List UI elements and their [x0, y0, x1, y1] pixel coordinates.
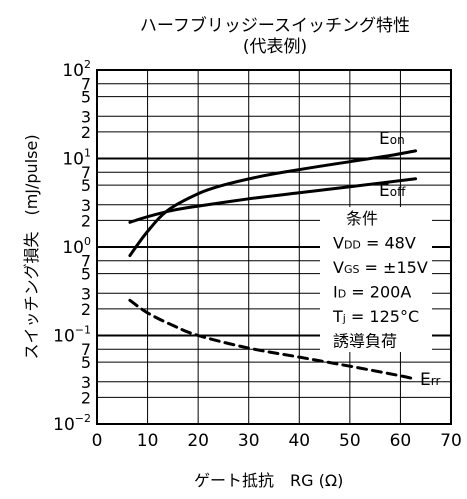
x-axis-label-symbol: RG (Ω): [290, 471, 343, 490]
y-tick-label-decade: 10−1: [53, 324, 91, 347]
y-tick-label-decade: 100: [62, 235, 91, 258]
y-tick-label-decade: 10−2: [53, 412, 91, 435]
y-tick-label-minor: 7: [81, 252, 91, 271]
series-label-eoff: Eoff: [379, 181, 406, 201]
series-line-eoff: [128, 177, 418, 224]
conditions-title: 条件: [346, 209, 378, 228]
conditions-box: 条件 VDD = 48V VGS = ±15V ID = 200A Tj = 125°C…: [320, 207, 432, 352]
y-tick-label-minor: 2: [81, 211, 91, 230]
labels-group: Eon Eoff Err: [379, 129, 440, 390]
condition-3: Tj = 125°C: [332, 307, 419, 326]
y-tick-label-minor: 3: [81, 107, 91, 126]
conditions-background: [320, 207, 432, 352]
chart-title: ハーフブリッジースイッチング特性: [140, 15, 410, 36]
condition-4: 誘導負荷: [333, 332, 397, 351]
y-tick-label-minor: 7: [81, 75, 91, 94]
x-tick-label-10: 10: [137, 431, 159, 451]
y-tick-label-decade: 101: [62, 147, 91, 170]
y-tick-label-minor: 3: [81, 196, 91, 215]
y-tick-label-minor: 7: [81, 340, 91, 359]
y-tick-label-minor: 5: [81, 88, 91, 107]
y-tick-label-minor: 2: [81, 123, 91, 142]
x-tick-label-60: 60: [390, 431, 412, 451]
y-tick-label-minor: 3: [81, 373, 91, 392]
x-tick-label-50: 50: [339, 431, 361, 451]
condition-0: VDD = 48V: [333, 234, 416, 253]
x-tick-label-70: 70: [440, 431, 462, 451]
x-tick-label-40: 40: [288, 431, 310, 451]
series-line-eon: [128, 149, 418, 258]
y-tick-label-minor: 5: [81, 353, 91, 372]
series-line-err: [128, 298, 418, 381]
series-label-err: Err: [420, 370, 440, 390]
y-tick-label-minor: 7: [81, 163, 91, 182]
y-tick-label-minor: 3: [81, 284, 91, 303]
axes: 0 10 20 30 40 50 60 7010210110010−110−275327532…: [53, 58, 462, 451]
series-label-eon: Eon: [379, 129, 405, 149]
y-axis-label: スイッチング損失 (mJ/pulse): [22, 134, 41, 359]
x-tick-label-20: 20: [187, 431, 209, 451]
x-axis-label-main: ゲート抵抗: [194, 471, 274, 490]
y-tick-label-minor: 2: [81, 300, 91, 319]
condition-2: ID = 200A: [333, 283, 411, 302]
x-tick-label-30: 30: [238, 431, 260, 451]
chart-subtitle: (代表例): [243, 37, 307, 57]
y-tick-label-decade: 102: [62, 58, 91, 81]
x-tick-label-0: 0: [92, 431, 103, 451]
plot-frame: [96, 69, 452, 425]
y-tick-label-minor: 5: [81, 265, 91, 284]
series-group: [128, 149, 418, 381]
y-tick-label-minor: 5: [81, 176, 91, 195]
condition-1: VGS = ±15V: [333, 258, 428, 277]
y-tick-label-minor: 2: [81, 388, 91, 407]
